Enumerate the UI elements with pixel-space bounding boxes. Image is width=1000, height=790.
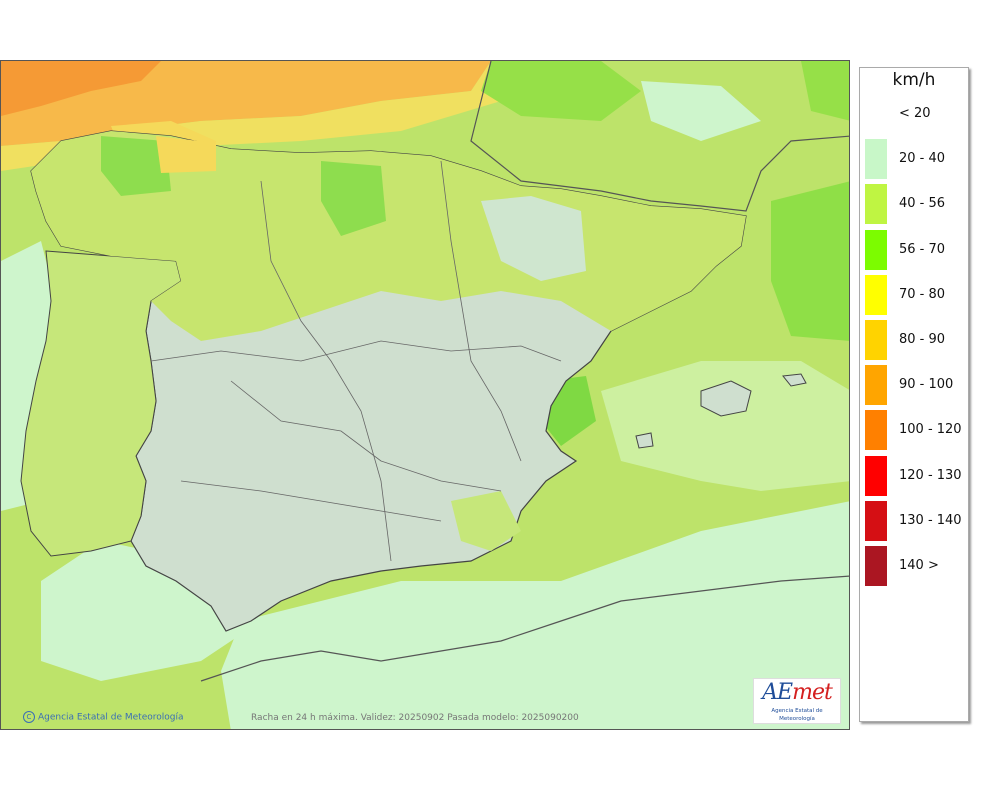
wind-zone-20-40-alboran <box>221 501 849 729</box>
region-border <box>260 180 392 562</box>
legend-label: 80 - 90 <box>899 332 946 347</box>
legend-item: 40 - 56 <box>865 184 965 225</box>
legend-item: 140 > <box>865 546 965 586</box>
legend-label: 70 - 80 <box>899 286 946 302</box>
legend-label: 90 - 100 <box>899 377 954 393</box>
legend-swatch <box>865 320 887 360</box>
logo-part-met: met <box>792 680 833 705</box>
ibiza-island <box>635 432 654 449</box>
legend-label: 140 > <box>899 558 939 573</box>
wind-zone-70-80-asturias <box>156 136 216 173</box>
legend-item: 56 - 70 <box>865 229 965 270</box>
legend-swatch <box>865 410 887 451</box>
legend-swatch <box>865 365 887 406</box>
legend-item: 70 - 80 <box>865 274 965 315</box>
agency-credit: C Agencia Estatal de Meteorología <box>23 711 184 723</box>
menorca-island <box>782 373 807 387</box>
africa-coast <box>200 575 849 682</box>
mallorca-island <box>700 380 752 417</box>
region-border <box>180 480 442 522</box>
aemet-logo-wordmark: AEmet <box>754 679 840 707</box>
wind-zone-balearic-sea <box>601 361 849 491</box>
wind-zone-20-40-biscay <box>641 81 761 141</box>
legend-item: 120 - 130 <box>865 455 965 496</box>
legend-item: 90 - 100 <box>865 365 965 406</box>
region-border <box>150 340 562 362</box>
legend-label: 40 - 56 <box>899 196 946 212</box>
legend-swatch <box>865 184 887 225</box>
legend-label: < 20 <box>899 106 931 121</box>
legend-item: < 20 <box>865 94 965 134</box>
france-coast <box>470 61 849 212</box>
legend-label: 130 - 140 <box>899 512 962 528</box>
legend-item: 130 - 140 <box>865 500 965 541</box>
legend-label: 100 - 120 <box>899 422 962 438</box>
copyright-icon: C <box>23 711 35 723</box>
wind-zone-40-56-north <box>31 131 746 341</box>
legend-swatch <box>865 546 887 586</box>
wind-zone-56-70-east <box>771 181 849 341</box>
wind-zone-56-70-biscay <box>481 61 641 121</box>
agency-credit-text: Agencia Estatal de Meteorología <box>38 712 184 723</box>
logo-part-ae: AE <box>762 680 793 705</box>
legend-label: 20 - 40 <box>899 151 946 167</box>
legend-swatch <box>865 455 887 496</box>
wind-gust-map: C Agencia Estatal de Meteorología Racha e… <box>0 60 850 730</box>
legend-swatch <box>865 94 887 134</box>
map-canvas <box>1 61 849 729</box>
wind-zone-56-70-cantabria <box>321 161 386 236</box>
legend-swatch <box>865 500 887 541</box>
legend-label: 56 - 70 <box>899 241 946 257</box>
region-border <box>440 160 522 462</box>
legend-label: 120 - 130 <box>899 467 962 483</box>
wind-zone-40-56-murcia <box>451 491 521 551</box>
region-border <box>230 380 502 492</box>
legend-swatch <box>865 274 887 315</box>
legend-item: 20 - 40 <box>865 139 965 180</box>
map-caption: Racha en 24 h máxima. Validez: 20250902 … <box>251 713 579 723</box>
aemet-logo-subtitle: Agencia Estatal de Meteorología <box>771 708 823 722</box>
wind-zone-20-40-ebro <box>481 196 586 281</box>
map-legend: km/h < 20 20 - 40 40 - 56 56 - 70 70 - 80 80 … <box>859 67 969 722</box>
aemet-logo: AEmet Agencia Estatal de Meteorología <box>753 678 841 724</box>
wind-zone-56-70-galicia <box>101 136 171 196</box>
legend-unit: km/h <box>892 70 936 90</box>
wind-zone-56-70-ne <box>801 61 849 121</box>
legend-swatch <box>865 229 887 270</box>
legend-item: 80 - 90 <box>865 320 965 360</box>
legend-item: 100 - 120 <box>865 410 965 451</box>
legend-swatch <box>865 139 887 180</box>
wind-zone-90-100 <box>1 61 161 116</box>
